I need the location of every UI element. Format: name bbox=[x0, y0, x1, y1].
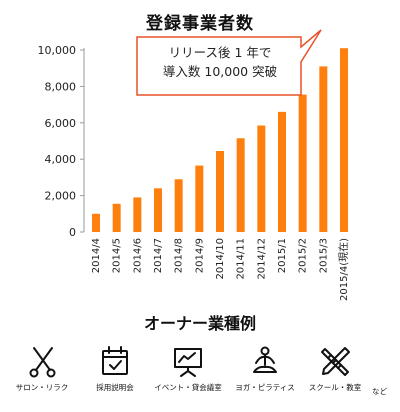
owner-etc-label: など bbox=[372, 387, 387, 396]
bar bbox=[257, 125, 266, 232]
annotation-line-2: 導入数 10,000 突破 bbox=[162, 64, 278, 79]
yoga-pose-icon bbox=[253, 346, 277, 373]
bars bbox=[92, 48, 348, 233]
owner-item-label: イベント・貸会議室 bbox=[154, 383, 222, 392]
x-tick-label: 2014/10 bbox=[215, 238, 226, 280]
x-tick-label: 2014/4 bbox=[91, 238, 102, 273]
presentation-board-icon bbox=[174, 348, 202, 377]
x-tick-label: 2015/3 bbox=[318, 238, 329, 273]
owner-item-event: イベント・貸会議室 bbox=[143, 344, 233, 393]
bar bbox=[236, 138, 245, 232]
y-tick-label: 10,000 bbox=[38, 44, 77, 57]
annotation-line-1: リリース後 1 年で bbox=[168, 45, 272, 60]
x-tick-label: 2014/9 bbox=[194, 238, 205, 273]
x-tick-label: 2014/12 bbox=[256, 238, 267, 280]
y-tick-label: 6,000 bbox=[45, 117, 77, 130]
y-tick-label: 0 bbox=[69, 226, 76, 239]
x-tick-label: 2014/11 bbox=[236, 238, 247, 280]
x-tick-label: 2015/2 bbox=[298, 238, 309, 273]
bar bbox=[340, 48, 348, 233]
bar bbox=[154, 188, 162, 232]
bar bbox=[216, 151, 224, 232]
bar-chart: 0 2,000 4,000 6,000 8,000 10,000 2014/4 2014/5… bbox=[38, 29, 350, 301]
owner-item-school: スクール・教室 bbox=[290, 344, 380, 393]
owner-item-label: 採用説明会 bbox=[96, 383, 134, 392]
bar bbox=[112, 203, 121, 232]
y-axis: 0 2,000 4,000 6,000 8,000 10,000 bbox=[38, 44, 85, 239]
y-tick-label: 8,000 bbox=[45, 80, 77, 93]
owner-section-title: オーナー業種例 bbox=[143, 314, 256, 333]
owner-item-label: サロン・リラク bbox=[15, 383, 69, 392]
x-tick-label: 2015/1 bbox=[277, 238, 288, 273]
owner-item-recruitment: 採用説明会 bbox=[70, 344, 160, 393]
bar bbox=[298, 94, 307, 232]
chart-title: 登録事業者数 bbox=[146, 14, 254, 34]
owner-item-label: スクール・教室 bbox=[308, 383, 362, 392]
owner-item-salon: サロン・リラク bbox=[0, 344, 87, 393]
bar bbox=[195, 165, 204, 232]
bar bbox=[92, 213, 100, 232]
owner-item-label: ヨガ・ピラティス bbox=[235, 383, 295, 392]
x-axis-labels: 2014/4 2014/5 2014/6 2014/7 2014/8 2014/9 2014… bbox=[91, 238, 350, 301]
x-tick-label: 2014/6 bbox=[132, 238, 143, 273]
x-tick-label: 2015/4(現在) bbox=[338, 238, 350, 301]
x-tick-label: 2014/8 bbox=[174, 238, 185, 273]
y-tick-label: 2,000 bbox=[45, 190, 77, 203]
annotation-callout bbox=[136, 29, 322, 96]
calendar-icon bbox=[102, 346, 128, 375]
owner-item-yoga: ヨガ・ピラティス bbox=[220, 344, 310, 393]
x-tick-label: 2014/5 bbox=[112, 238, 123, 273]
annotation-text: リリース後 1 年で 導入数 10,000 突破 bbox=[141, 43, 299, 81]
x-tick-label: 2014/7 bbox=[153, 238, 164, 273]
y-tick-label: 4,000 bbox=[45, 153, 77, 166]
bar bbox=[278, 111, 286, 232]
bar bbox=[174, 179, 183, 232]
bar bbox=[319, 66, 328, 232]
bar bbox=[133, 197, 142, 232]
scissors-icon bbox=[29, 347, 56, 378]
pencil-ruler-icon bbox=[321, 347, 350, 376]
